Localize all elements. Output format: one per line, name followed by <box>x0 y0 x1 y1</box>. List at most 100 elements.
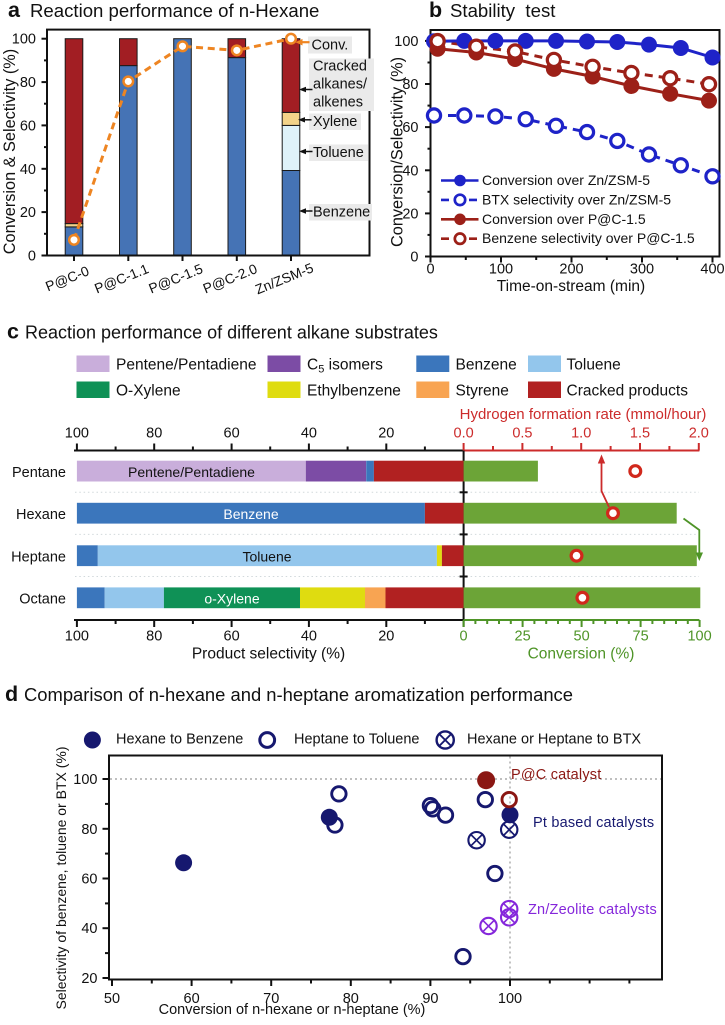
svg-text:40: 40 <box>20 162 36 178</box>
svg-text:40: 40 <box>301 629 317 645</box>
svg-text:alkanes/: alkanes/ <box>313 77 368 93</box>
svg-text:Heptane: Heptane <box>11 550 66 566</box>
svg-text:a: a <box>8 0 21 22</box>
svg-text:400: 400 <box>700 262 724 278</box>
svg-text:200: 200 <box>559 262 583 278</box>
svg-text:Time-on-stream (min): Time-on-stream (min) <box>497 278 645 295</box>
svg-text:BTX selectivity over Zn/ZSM-5: BTX selectivity over Zn/ZSM-5 <box>482 191 671 207</box>
svg-text:60: 60 <box>20 118 36 134</box>
svg-text:Xylene: Xylene <box>313 114 357 130</box>
svg-text:80: 80 <box>81 822 97 838</box>
svg-text:40: 40 <box>81 921 97 937</box>
svg-text:50: 50 <box>574 629 590 645</box>
svg-text:0: 0 <box>28 249 36 265</box>
svg-text:Styrene: Styrene <box>456 383 509 400</box>
svg-text:1.5: 1.5 <box>630 426 650 442</box>
svg-text:75: 75 <box>633 629 649 645</box>
svg-text:300: 300 <box>630 262 654 278</box>
svg-text:Heptane to Toluene: Heptane to Toluene <box>294 732 420 748</box>
svg-text:P@C catalyst: P@C catalyst <box>511 767 601 783</box>
svg-text:40: 40 <box>402 163 418 179</box>
svg-text:Conversion/Selectivity (%): Conversion/Selectivity (%) <box>389 57 407 247</box>
svg-text:Selectivity of benzene, toluen: Selectivity of benzene, toluene or BTX (… <box>53 746 69 1009</box>
svg-text:Benzene selectivity over P@C-1: Benzene selectivity over P@C-1.5 <box>482 230 695 246</box>
svg-text:80: 80 <box>146 426 162 442</box>
svg-text:100: 100 <box>65 629 89 645</box>
svg-text:100: 100 <box>65 426 89 442</box>
svg-text:20: 20 <box>20 205 36 221</box>
svg-text:Conversion (%): Conversion (%) <box>528 646 635 663</box>
svg-text:Octane: Octane <box>19 592 66 608</box>
svg-text:60: 60 <box>81 872 97 888</box>
svg-text:100: 100 <box>73 772 97 788</box>
svg-text:70: 70 <box>263 991 279 1007</box>
svg-text:Benzene: Benzene <box>456 357 517 374</box>
svg-text:c: c <box>7 320 19 344</box>
svg-text:2.0: 2.0 <box>689 426 709 442</box>
svg-text:Conversion & Selectivity (%): Conversion & Selectivity (%) <box>1 49 19 254</box>
svg-text:80: 80 <box>146 629 162 645</box>
svg-text:80: 80 <box>343 991 359 1007</box>
svg-text:0: 0 <box>426 262 434 278</box>
svg-text:Cracked: Cracked <box>313 59 367 75</box>
svg-text:Toluene: Toluene <box>313 145 364 161</box>
svg-text:90: 90 <box>422 991 438 1007</box>
svg-text:C5 isomers: C5 isomers <box>307 357 383 376</box>
svg-text:60: 60 <box>224 629 240 645</box>
svg-text:20: 20 <box>378 629 394 645</box>
svg-text:Benzene: Benzene <box>313 205 370 221</box>
svg-text:20: 20 <box>402 206 418 222</box>
svg-text:100: 100 <box>394 34 418 50</box>
svg-text:1.0: 1.0 <box>571 426 591 442</box>
svg-text:Comparison of n-hexane and n-h: Comparison of n-hexane and n-heptane aro… <box>24 684 573 705</box>
svg-text:100: 100 <box>687 629 711 645</box>
svg-text:Reaction performance of differ: Reaction performance of different alkane… <box>25 323 438 343</box>
svg-text:Reaction performance of n-Hexa: Reaction performance of n-Hexane <box>30 0 319 21</box>
svg-text:o-Xylene: o-Xylene <box>204 591 259 607</box>
svg-text:b: b <box>429 0 442 22</box>
svg-text:alkenes: alkenes <box>313 95 363 111</box>
svg-text:Toluene: Toluene <box>242 549 291 565</box>
svg-text:Pentene/Pentadiene: Pentene/Pentadiene <box>116 357 256 374</box>
svg-text:0: 0 <box>460 629 468 645</box>
svg-text:Cracked products: Cracked products <box>567 383 689 400</box>
svg-text:P@C-2.0: P@C-2.0 <box>201 261 260 296</box>
svg-text:P@C-1.5: P@C-1.5 <box>147 261 206 296</box>
svg-text:Zn/Zeolite catalysts: Zn/Zeolite catalysts <box>528 902 657 918</box>
svg-text:d: d <box>5 682 18 706</box>
svg-text:100: 100 <box>12 32 36 48</box>
svg-text:Conversion of n-hexane or n-he: Conversion of n-hexane or n-heptane (%) <box>159 1002 426 1018</box>
svg-text:Hexane or Heptane to BTX: Hexane or Heptane to BTX <box>467 732 641 748</box>
svg-text:60: 60 <box>184 991 200 1007</box>
svg-text:0.0: 0.0 <box>454 426 474 442</box>
svg-text:Hexane: Hexane <box>16 507 66 523</box>
svg-text:Zn/ZSM-5: Zn/ZSM-5 <box>253 260 316 297</box>
svg-text:60: 60 <box>402 120 418 136</box>
svg-text:50: 50 <box>104 991 120 1007</box>
svg-text:Conv.: Conv. <box>312 38 349 54</box>
svg-text:Toluene: Toluene <box>567 357 621 374</box>
svg-text:40: 40 <box>301 426 317 442</box>
svg-text:100: 100 <box>489 262 513 278</box>
svg-text:80: 80 <box>402 77 418 93</box>
svg-text:P@C-1.1: P@C-1.1 <box>92 261 150 296</box>
svg-text:100: 100 <box>498 991 522 1007</box>
svg-text:Product selectivity (%): Product selectivity (%) <box>192 646 345 663</box>
svg-text:80: 80 <box>20 75 36 91</box>
svg-text:Benzene: Benzene <box>223 506 278 522</box>
svg-text:Stability test: Stability test <box>450 0 556 21</box>
svg-text:Hexane to Benzene: Hexane to Benzene <box>116 732 243 748</box>
svg-text:O-Xylene: O-Xylene <box>116 383 181 400</box>
svg-text:Conversion over Zn/ZSM-5: Conversion over Zn/ZSM-5 <box>482 172 650 188</box>
svg-text:Pentane: Pentane <box>12 465 66 481</box>
svg-text:0: 0 <box>410 250 418 266</box>
svg-text:Pt based catalysts: Pt based catalysts <box>533 815 654 831</box>
svg-text:Ethylbenzene: Ethylbenzene <box>307 383 401 400</box>
svg-text:P@C-0: P@C-0 <box>43 263 91 294</box>
svg-text:60: 60 <box>224 426 240 442</box>
svg-text:20: 20 <box>81 971 97 987</box>
svg-text:Pentene/Pentadiene: Pentene/Pentadiene <box>128 464 255 480</box>
svg-text:25: 25 <box>515 629 531 645</box>
svg-text:Conversion over P@C-1.5: Conversion over P@C-1.5 <box>482 211 646 227</box>
svg-text:20: 20 <box>378 426 394 442</box>
